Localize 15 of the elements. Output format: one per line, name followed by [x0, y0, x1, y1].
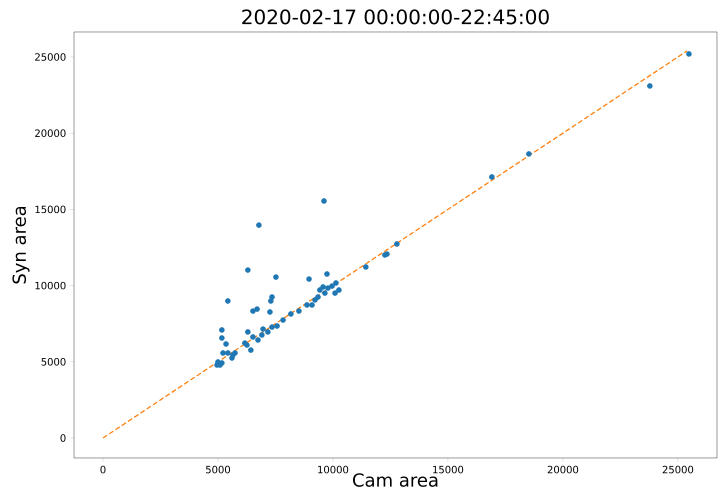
y-tick-label: 20000 — [35, 129, 66, 137]
y-tick-label: 0 — [60, 434, 66, 442]
y-tick-label: 5000 — [42, 358, 66, 366]
x-tick-label: 5000 — [206, 466, 230, 474]
chart-title: 2020-02-17 00:00:00-22:45:00 — [242, 9, 549, 24]
x-tick-label: 25000 — [662, 466, 694, 474]
x-axis-title: Cam area — [353, 473, 438, 487]
x-tick-label: 0 — [100, 466, 106, 474]
y-tick-label: 25000 — [35, 53, 66, 61]
x-tick-label: 10000 — [318, 466, 348, 474]
y-tick-label: 15000 — [35, 206, 66, 214]
x-tick-label: 15000 — [433, 466, 464, 474]
y-axis-title: Syn area — [12, 206, 30, 284]
x-tick-label: 20000 — [548, 466, 578, 474]
y-tick-label: 10000 — [35, 282, 66, 290]
